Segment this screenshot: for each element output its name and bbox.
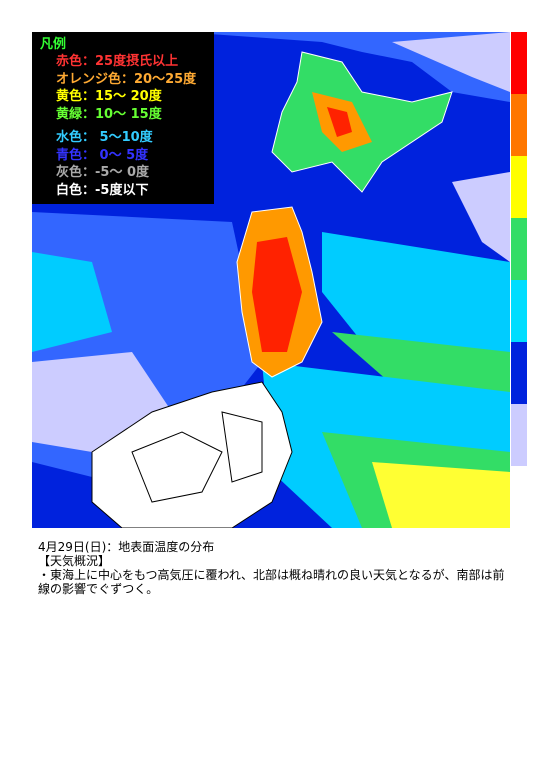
colorbar-segment <box>511 218 527 280</box>
colorbar-segment <box>511 32 527 94</box>
colorbar-segment <box>511 94 527 156</box>
legend-entry: 水色： 5〜10度 <box>56 130 153 145</box>
caption-text: ・東海上に中心をもつ高気圧に覆われ、北部は概ね晴れの良い天気となるが、南部は前線… <box>38 568 505 596</box>
colorbar-segment <box>511 342 527 404</box>
legend-entry: 白色：-5度以下 <box>56 182 149 198</box>
legend-entry: 赤色：25度摂氏以上 <box>56 54 179 69</box>
legend-entry: 青色： 0〜 5度 <box>56 147 149 163</box>
caption-date: 4月29日(日)：地表面温度の分布 <box>38 540 215 554</box>
legend-entry: 灰色：-5〜 0度 <box>56 165 150 180</box>
legend-entry: オレンジ色：20〜25度 <box>56 71 197 87</box>
colorbar-segment <box>511 280 527 342</box>
colorbar <box>511 32 527 466</box>
colorbar-segment <box>511 156 527 218</box>
caption: 4月29日(日)：地表面温度の分布 【天気概況】 ・東海上に中心をもつ高気圧に覆… <box>38 540 508 596</box>
caption-section: 【天気概況】 <box>38 554 111 568</box>
legend-entry: 黄色：15〜 20度 <box>56 89 162 104</box>
legend-entries: 赤色：25度摂氏以上オレンジ色：20〜25度 黄色：15〜 20度 黄緑：10〜 1… <box>40 53 206 199</box>
temperature-map <box>32 32 510 528</box>
legend-title: 凡例 <box>40 37 67 52</box>
legend-entry: 黄緑：10〜 15度 <box>56 106 162 122</box>
colorbar-segment <box>511 404 527 466</box>
legend: 凡例 赤色：25度摂氏以上オレンジ色：20〜25度 黄色：15〜 20度 黄緑：10… <box>32 32 214 204</box>
